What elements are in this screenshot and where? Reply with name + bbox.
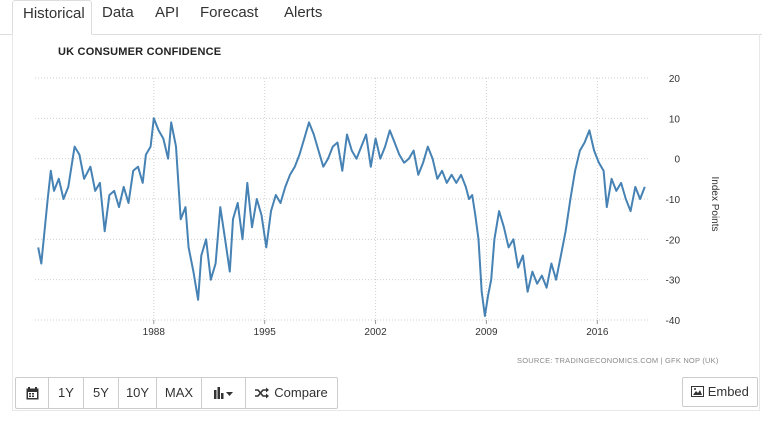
range-10y-button[interactable]: 10Y [119, 378, 157, 408]
y-axis-title: Index Points [709, 176, 720, 231]
x-tick-label: 2002 [364, 327, 387, 338]
image-icon [691, 386, 705, 397]
chart-title: UK CONSUMER CONFIDENCE [58, 46, 222, 58]
chart-panel [12, 34, 760, 411]
calendar-button[interactable] [16, 378, 49, 408]
compare-label: Compare [274, 385, 328, 400]
x-tick-label: 1995 [254, 327, 277, 338]
y-tick-label: 10 [669, 114, 681, 125]
x-axis-labels: 1988 1995 2002 2009 2016 [143, 327, 609, 338]
tab-historical[interactable]: Historical [12, 0, 92, 35]
x-tick-label: 2016 [586, 327, 609, 338]
y-tick-label: -40 [666, 316, 681, 327]
y-tick-label: 20 [669, 74, 681, 85]
tab-api[interactable]: API [155, 4, 180, 21]
embed-button[interactable]: Embed [682, 377, 758, 407]
tab-forecast[interactable]: Forecast [200, 4, 259, 21]
y-tick-label: -10 [666, 195, 681, 206]
bar-chart-icon [213, 387, 233, 399]
chart-source: SOURCE: TRADINGECONOMICS.COM | GFK NOP (… [517, 356, 719, 365]
x-tick-label: 1988 [143, 327, 166, 338]
range-toolbar: 1Y 5Y 10Y MAX Compare [15, 377, 338, 409]
calendar-icon [26, 386, 38, 399]
y-tick-label: -30 [666, 276, 681, 287]
shuffle-icon [255, 387, 270, 399]
tab-bar: Historical Data API Forecast Alerts [0, 0, 762, 35]
y-tick-label: 0 [674, 155, 680, 166]
range-1y-button[interactable]: 1Y [49, 378, 84, 408]
caret-down-icon [225, 392, 233, 396]
y-axis-labels: 20 10 0 -10 -20 -30 -40 [666, 74, 681, 327]
tab-alerts[interactable]: Alerts [284, 4, 323, 21]
range-5y-button[interactable]: 5Y [84, 378, 119, 408]
series-line [37, 117, 646, 317]
y-tick-label: -20 [666, 235, 681, 246]
compare-button[interactable]: Compare [246, 378, 337, 408]
range-max-button[interactable]: MAX [157, 378, 202, 408]
chart-type-button[interactable] [202, 378, 246, 408]
tab-data[interactable]: Data [102, 4, 134, 21]
chart-grid [35, 77, 648, 324]
x-tick-label: 2009 [475, 327, 498, 338]
embed-label: Embed [707, 384, 749, 399]
